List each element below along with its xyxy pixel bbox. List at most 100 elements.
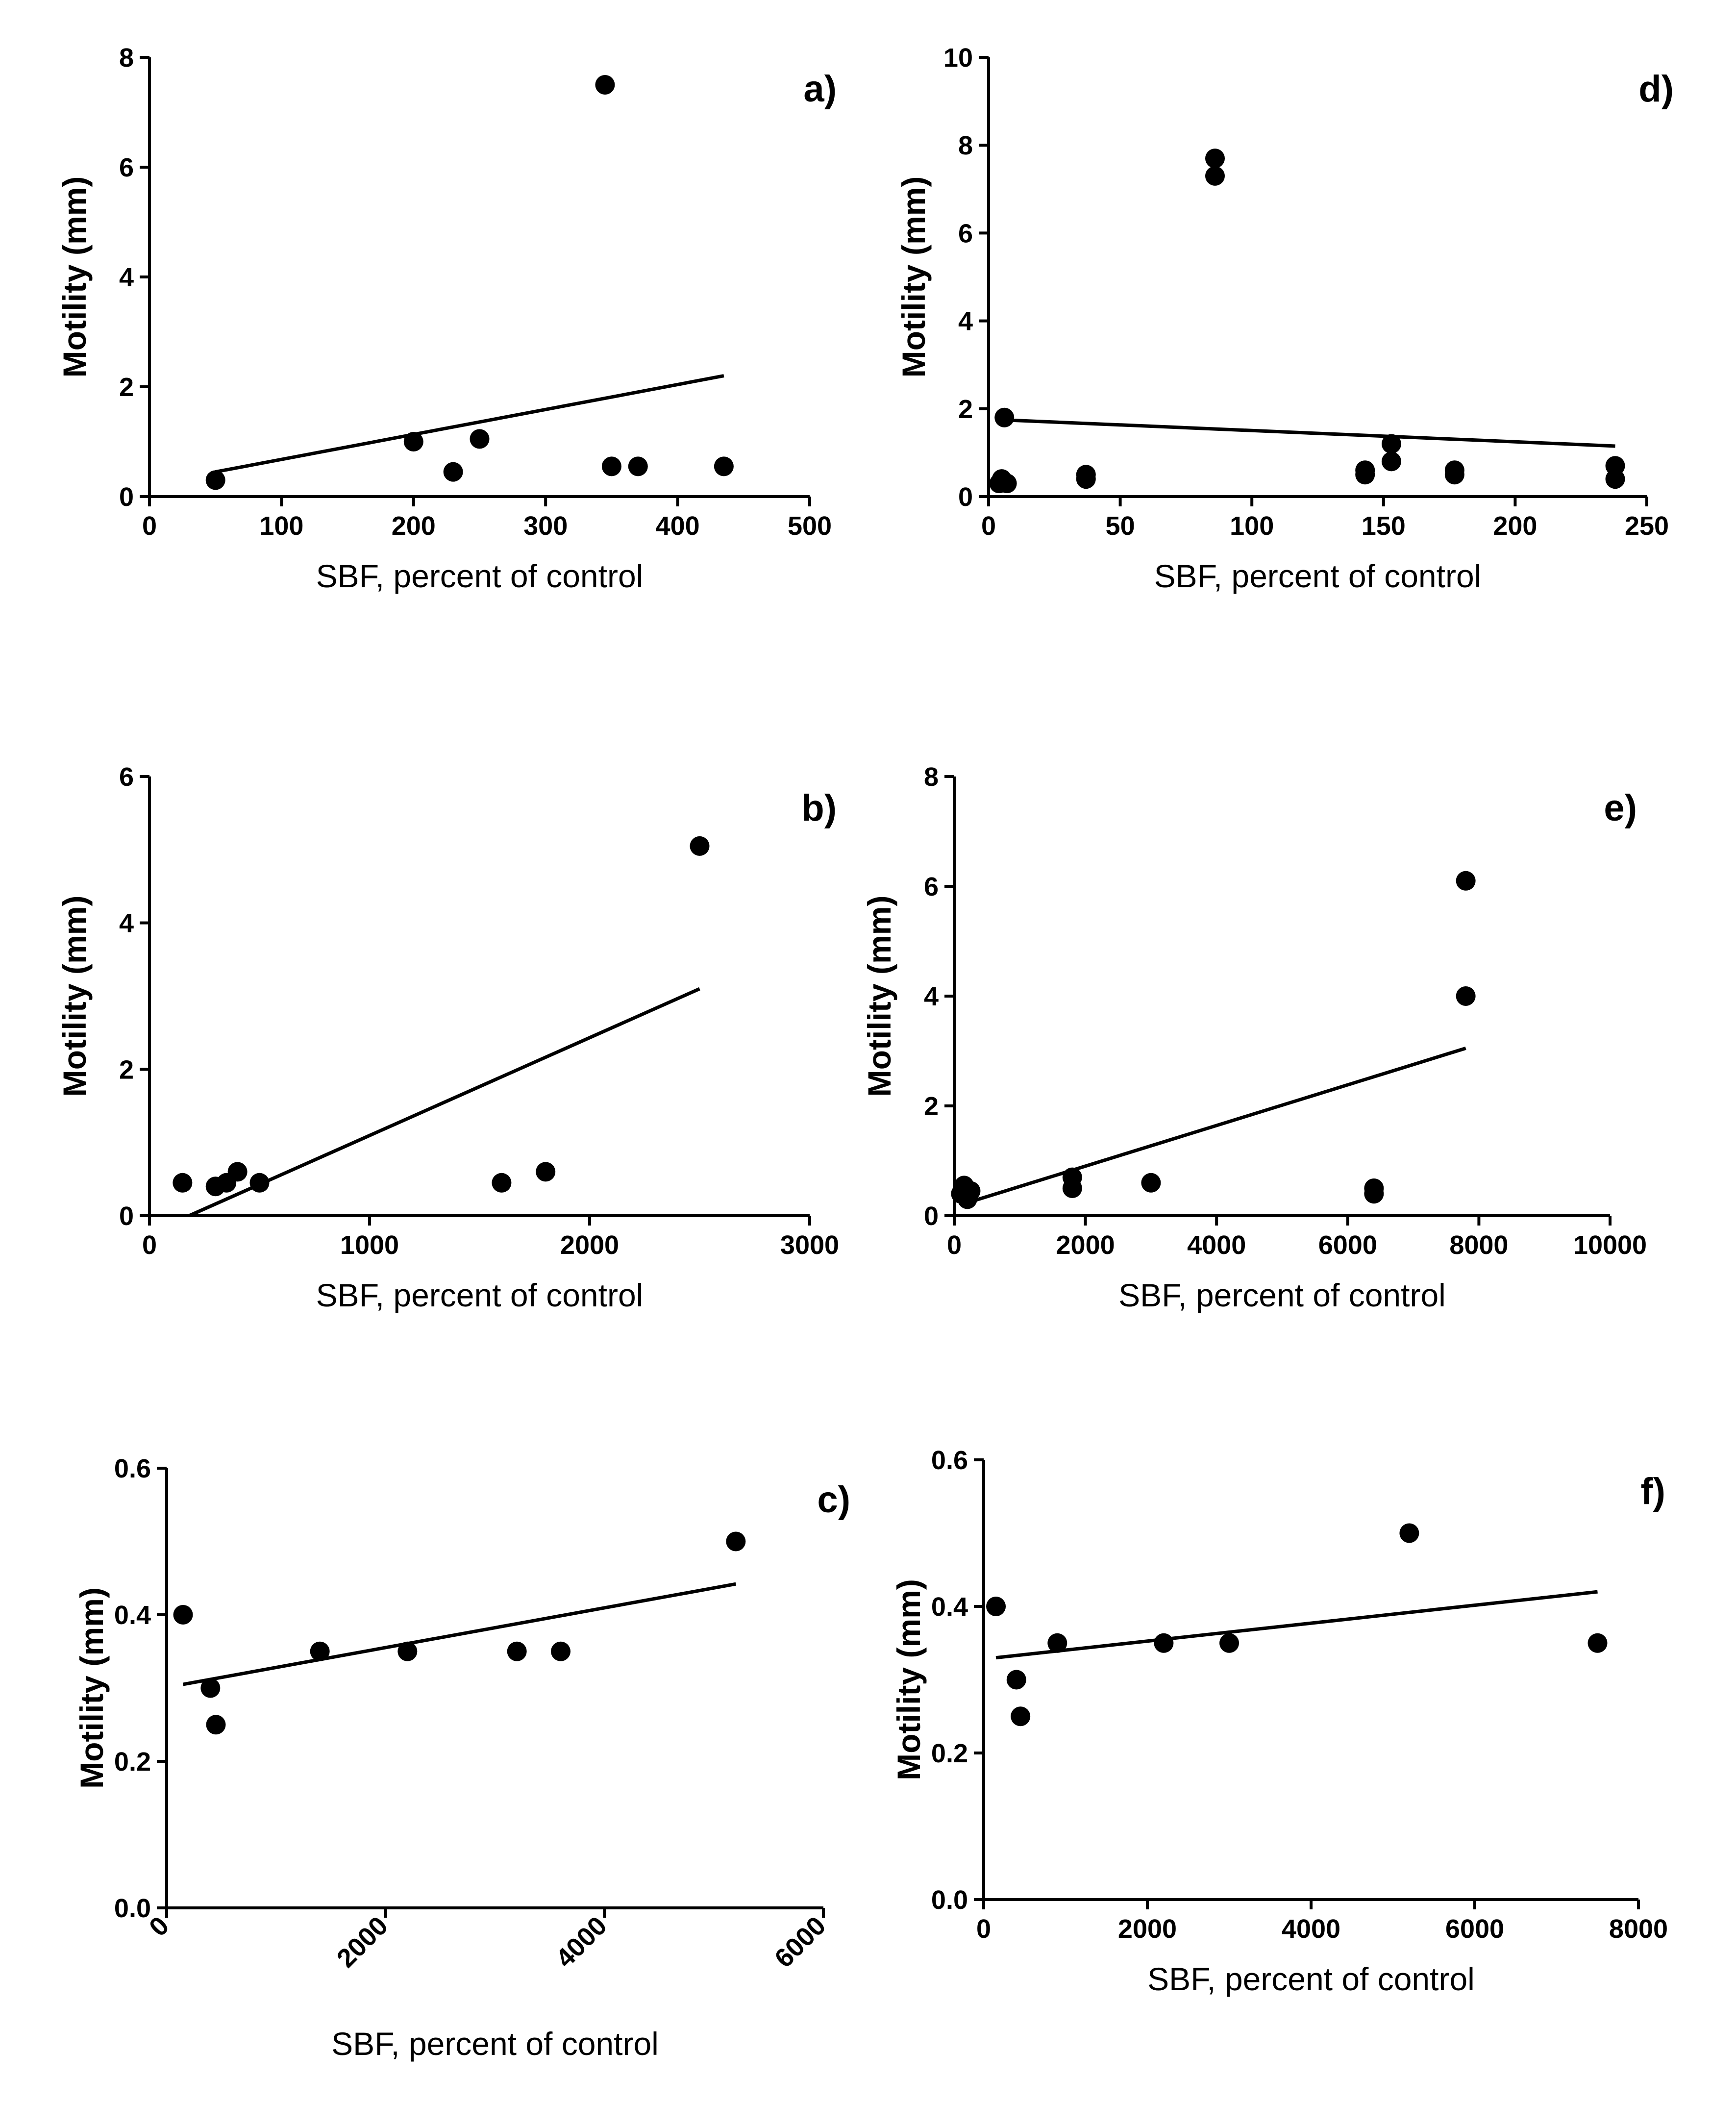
data-point — [1456, 871, 1476, 891]
y-tick-label: 0.2 — [931, 1739, 968, 1768]
panel-d: 0 50 100 150 200 250 0 2 4 6 8 10 SBF, percent of co… — [895, 43, 1674, 594]
y-axis-title: Motility (mm) — [56, 176, 93, 378]
data-point — [601, 456, 621, 476]
data-point — [1076, 465, 1096, 485]
x-tick-label: 250 — [1625, 511, 1669, 541]
panel-a: 0 100 200 300 400 500 0 2 4 6 8 SBF, percent of con… — [56, 43, 837, 594]
y-tick-label: 8 — [958, 131, 973, 160]
data-point — [961, 1181, 981, 1201]
x-tick-label: 50 — [1106, 511, 1135, 541]
x-tick-label: 6000 — [769, 1911, 831, 1973]
y-tick-label: 0 — [924, 1202, 939, 1231]
y-tick-label: 4 — [924, 982, 939, 1011]
y-tick-label: 4 — [119, 909, 134, 938]
data-point — [403, 432, 423, 451]
x-tick-label: 2000 — [1118, 1914, 1177, 1944]
data-point — [507, 1641, 527, 1661]
data-point — [1355, 460, 1375, 480]
x-tick-label: 0 — [976, 1914, 991, 1944]
x-tick-label: 200 — [1493, 511, 1537, 541]
regression-line — [999, 418, 1615, 448]
x-tick-label: 4000 — [1282, 1914, 1340, 1944]
x-tick-label: 2000 — [331, 1911, 394, 1973]
y-axis-title: Motility (mm) — [74, 1587, 110, 1789]
data-point — [997, 474, 1017, 494]
data-point — [1011, 1706, 1031, 1727]
panel-f: 0 2000 4000 6000 8000 0.0 0.2 0.4 0.6 SBF, percen… — [891, 1446, 1668, 1997]
y-tick-label: 6 — [924, 872, 939, 901]
data-point — [205, 470, 225, 490]
panel-label: b) — [801, 787, 837, 829]
data-point — [492, 1173, 512, 1193]
panel-label: e) — [1604, 787, 1637, 829]
data-point — [1364, 1178, 1384, 1198]
x-tick-label: 100 — [1230, 511, 1274, 541]
data-point — [628, 456, 648, 476]
regression-line — [188, 987, 700, 1218]
regression-line — [960, 1047, 1466, 1206]
y-tick-label: 0.6 — [931, 1446, 968, 1475]
data-point — [397, 1641, 418, 1661]
x-tick-label: 3000 — [780, 1230, 839, 1260]
data-point — [986, 1597, 1006, 1616]
data-point — [1399, 1523, 1419, 1543]
x-tick-label: 6000 — [1318, 1230, 1377, 1260]
x-tick-label: 0 — [947, 1230, 962, 1260]
data-point — [1456, 986, 1476, 1006]
y-tick-label: 0 — [119, 482, 134, 512]
data-point — [1141, 1173, 1161, 1193]
y-tick-label: 0.6 — [114, 1454, 151, 1483]
y-tick-label: 0.4 — [114, 1601, 151, 1630]
panel-b: 0 1000 2000 3000 0 2 4 6 SBF, percent of control… — [56, 762, 839, 1313]
data-point — [690, 836, 710, 856]
x-tick-label: 500 — [788, 511, 832, 541]
data-point — [173, 1173, 193, 1193]
data-point — [714, 456, 734, 476]
data-point — [595, 75, 615, 95]
data-point — [470, 429, 490, 449]
y-tick-label: 2 — [924, 1092, 939, 1121]
x-tick-label: 8000 — [1449, 1230, 1508, 1260]
x-axis-title: SBF, percent of control — [1118, 1277, 1446, 1313]
x-tick-label: 100 — [259, 511, 303, 541]
regression-line — [995, 1590, 1598, 1660]
data-point — [994, 407, 1015, 427]
data-point — [536, 1162, 556, 1182]
data-point — [1047, 1633, 1067, 1653]
data-point — [551, 1641, 570, 1661]
x-tick-label: 200 — [392, 511, 436, 541]
data-point — [443, 462, 463, 482]
x-tick-label: 6000 — [1445, 1914, 1504, 1944]
y-tick-label: 0.4 — [931, 1592, 968, 1622]
y-tick-label: 4 — [119, 263, 134, 292]
x-axis-title: SBF, percent of control — [316, 558, 644, 594]
data-point — [310, 1641, 330, 1661]
x-tick-label: 0 — [142, 1230, 157, 1260]
data-point — [206, 1715, 226, 1735]
x-tick-label: 0 — [981, 511, 996, 541]
x-tick-label: 10000 — [1573, 1230, 1647, 1260]
y-axis-title: Motility (mm) — [895, 176, 932, 378]
y-tick-label: 6 — [119, 153, 134, 182]
data-point — [200, 1678, 221, 1698]
data-point — [1062, 1167, 1082, 1187]
panel-label: c) — [817, 1479, 850, 1521]
y-axis-title: Motility (mm) — [56, 896, 93, 1097]
regression-line — [182, 1582, 736, 1686]
panel-e: 0 2000 4000 6000 8000 10000 0 2 4 6 8 SBF, percent … — [861, 762, 1647, 1313]
panel-label: a) — [803, 68, 837, 110]
x-axis-title: SBF, percent of control — [1154, 558, 1482, 594]
y-tick-label: 4 — [958, 307, 973, 336]
data-point — [1205, 149, 1225, 169]
x-axis-title: SBF, percent of control — [316, 1277, 644, 1313]
data-point — [1381, 451, 1401, 472]
x-axis-title: SBF, percent of control — [1147, 1961, 1475, 1997]
x-tick-label: 4000 — [1187, 1230, 1246, 1260]
y-tick-label: 8 — [924, 762, 939, 792]
y-tick-label: 8 — [119, 43, 134, 73]
data-point — [726, 1531, 746, 1552]
y-tick-label: 6 — [958, 219, 973, 248]
x-tick-label: 150 — [1362, 511, 1406, 541]
x-tick-label: 2000 — [560, 1230, 619, 1260]
